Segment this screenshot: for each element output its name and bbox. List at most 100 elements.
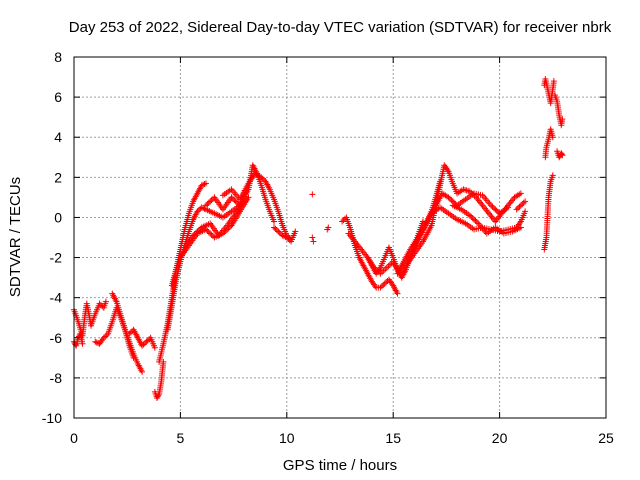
data-point: [468, 213, 475, 220]
data-point: [229, 195, 236, 202]
data-point: [201, 181, 208, 188]
data-point: [102, 333, 109, 340]
data-point: [445, 194, 452, 201]
data-point: [200, 181, 207, 188]
data-point: [245, 194, 252, 201]
data-point: [380, 281, 387, 288]
data-point: [272, 225, 279, 232]
data-point: [205, 229, 212, 236]
data-point: [204, 201, 211, 208]
data-point: [488, 202, 495, 209]
data-point: [208, 197, 215, 204]
data-point: [280, 233, 287, 240]
x-tick-label: 25: [598, 430, 614, 446]
data-point: [471, 216, 478, 223]
data-point: [517, 202, 524, 209]
data-point: [309, 191, 316, 198]
data-point: [232, 198, 239, 205]
data-point: [127, 329, 134, 336]
data-point: [151, 344, 158, 351]
data-point: [310, 238, 317, 245]
data-point: [469, 215, 476, 222]
y-tick-label: 2: [54, 169, 62, 185]
y-tick-label: 4: [54, 129, 62, 145]
y-tick-label: -4: [50, 290, 63, 306]
data-point: [492, 206, 499, 213]
data-point: [207, 230, 214, 237]
data-point: [473, 219, 480, 226]
data-point: [144, 337, 151, 344]
data-point: [309, 234, 316, 241]
data-point: [394, 290, 401, 297]
data-point: [556, 154, 563, 161]
x-tick-label: 5: [177, 430, 185, 446]
data-point: [279, 232, 286, 239]
data-point: [103, 332, 110, 339]
y-axis-ticks: -10 -8 -6 -4 -2 0 2 4 6 8: [42, 49, 606, 426]
data-point: [446, 195, 453, 202]
data-point: [139, 342, 146, 349]
data-point: [204, 227, 211, 234]
data-point: [92, 338, 99, 345]
data-point: [234, 199, 241, 206]
data-point: [378, 283, 385, 290]
data-point: [517, 190, 524, 197]
data-point: [228, 194, 235, 201]
data-point: [79, 340, 86, 347]
data-point: [259, 175, 266, 182]
data-point: [516, 203, 523, 210]
data-point: [139, 368, 146, 375]
data-point: [517, 224, 524, 231]
data-point: [202, 180, 209, 187]
data-point: [141, 340, 148, 347]
data-point: [271, 218, 278, 225]
y-tick-label: 6: [54, 89, 62, 105]
data-point: [126, 330, 133, 337]
data-point: [273, 227, 280, 234]
data-point: [275, 228, 282, 235]
data-point: [377, 284, 384, 291]
data-point: [227, 223, 234, 230]
data-point: [522, 198, 529, 205]
data-point: [143, 338, 150, 345]
data-point: [96, 300, 103, 307]
y-tick-label: -6: [50, 330, 63, 346]
data-point: [225, 225, 232, 232]
data-point: [102, 298, 109, 305]
data-point: [558, 151, 565, 158]
data-point: [202, 226, 209, 233]
data-point: [208, 231, 215, 238]
data-point: [522, 208, 529, 215]
data-point: [221, 229, 228, 236]
data-point: [472, 217, 479, 224]
x-tick-label: 10: [279, 430, 295, 446]
x-tick-label: 20: [492, 430, 508, 446]
data-point: [195, 207, 202, 214]
data-point: [231, 197, 238, 204]
data-point: [466, 212, 473, 219]
data-point: [559, 152, 566, 159]
data-point: [340, 217, 347, 224]
y-tick-label: -8: [50, 370, 63, 386]
data-point: [205, 199, 212, 206]
data-point: [520, 199, 527, 206]
plot-frame: [73, 56, 607, 419]
data-point: [381, 280, 388, 287]
chart-title: Day 253 of 2022, Sidereal Day-to-day VTE…: [69, 19, 612, 36]
data-point: [198, 204, 205, 211]
data-point: [194, 208, 201, 215]
data-point: [515, 205, 522, 212]
y-axis-label: SDTVAR / TECUs: [7, 177, 24, 297]
data-point: [489, 203, 496, 210]
y-tick-label: 0: [54, 209, 62, 225]
data-point: [493, 207, 500, 214]
data-point: [490, 205, 497, 212]
data-point: [258, 174, 265, 181]
x-tick-label: 15: [385, 430, 401, 446]
data-point: [222, 227, 229, 234]
data-point: [339, 218, 346, 225]
data-point: [140, 341, 147, 348]
data-point: [292, 228, 299, 235]
data-point: [224, 226, 231, 233]
